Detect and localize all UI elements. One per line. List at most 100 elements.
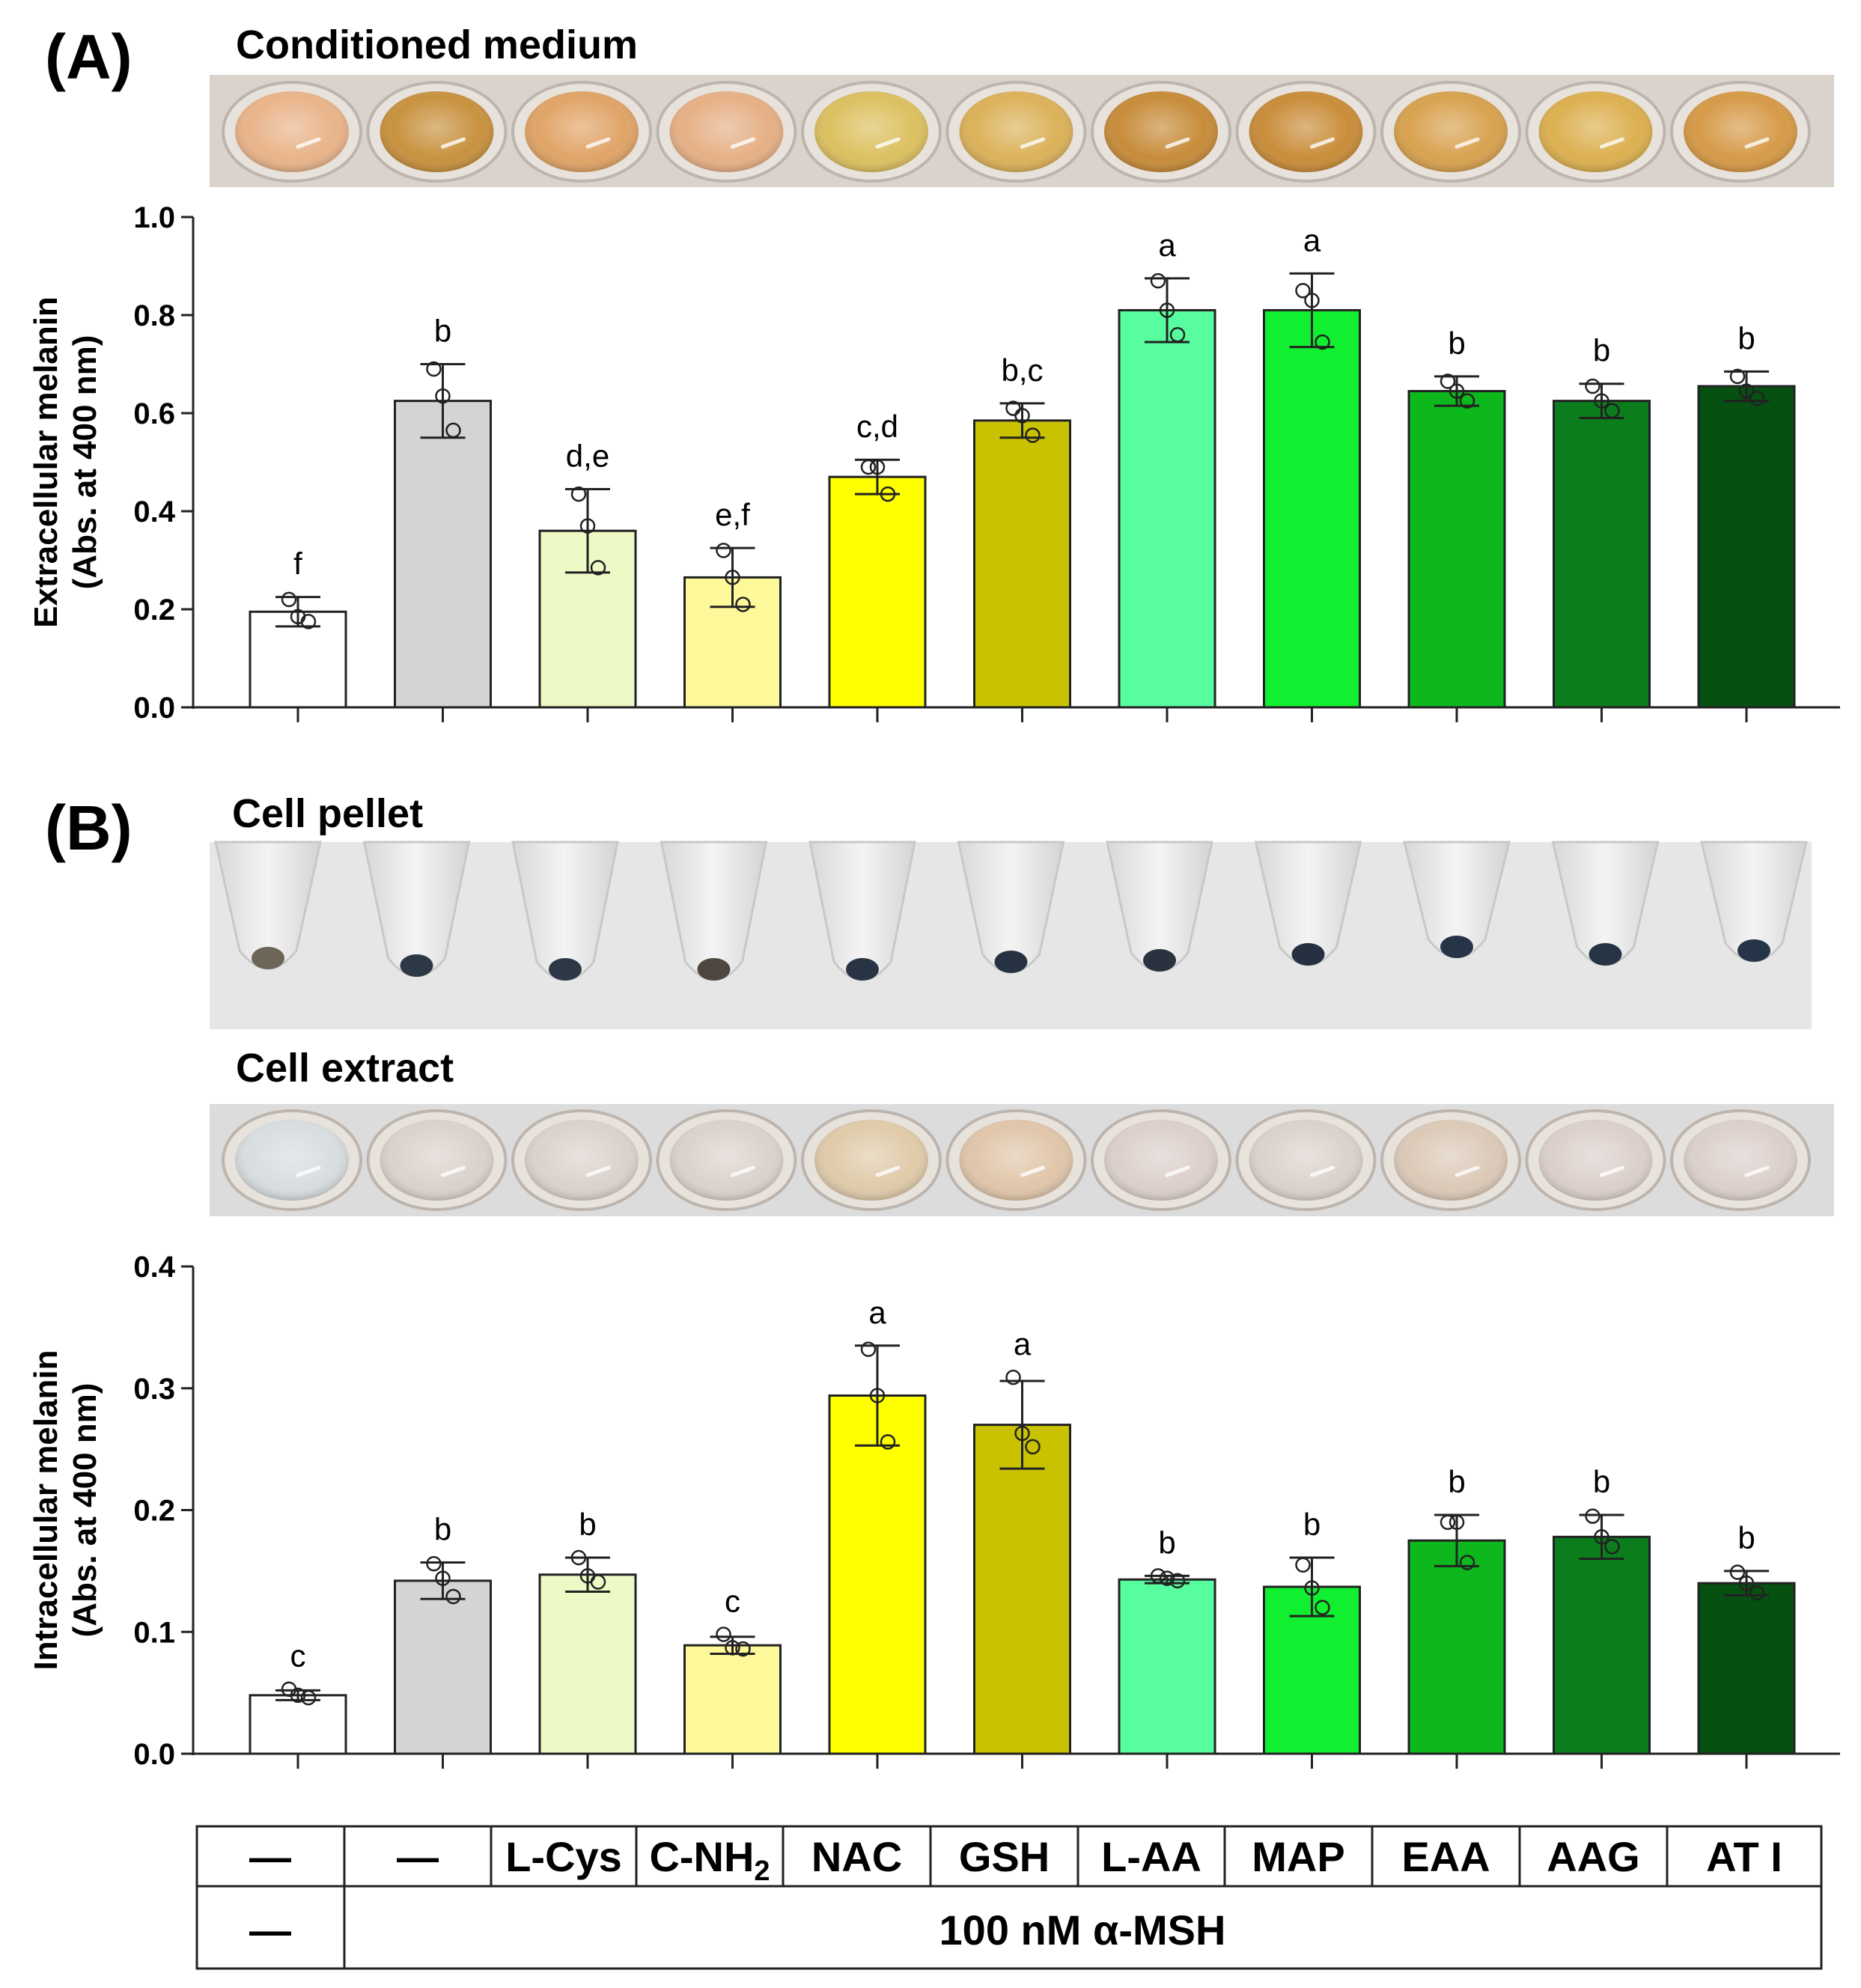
chart-b-bar (1697, 1582, 1796, 1755)
chart-a-bar (973, 419, 1071, 709)
conditioned-medium-well-highlight (875, 137, 901, 149)
cell-pellet (1737, 939, 1770, 962)
chart-a-replicate-point (1729, 368, 1746, 385)
cell-extract-well-shade (1104, 1120, 1218, 1201)
chart-a-ylabel-line2: (Abs. at 400 nm) (67, 335, 103, 590)
chart-a-ytick-label: 0.6 (133, 397, 175, 430)
table-treatment-label: GSH (959, 1833, 1050, 1880)
chart-a-ytick-label: 0.8 (133, 299, 175, 332)
conditioned-medium-well-shade (814, 91, 928, 172)
cell-extract-well-shade (1394, 1120, 1508, 1201)
chart-b-bar (249, 1694, 347, 1755)
chart-b-replicate-point (435, 1570, 451, 1586)
conditioned-medium-well-highlight (441, 137, 466, 149)
chart-b-intracellular-melanin: 0.0 0.1 0.2 0.3 0.4 Intracellular melanin (Abs… (28, 1251, 1840, 1771)
cell-extract-well-highlight (1455, 1165, 1480, 1177)
chart-b-replicate-point (570, 1549, 587, 1566)
chart-a-replicate-point (426, 361, 442, 377)
chart-b-replicate-point (1604, 1539, 1620, 1555)
cell-extract-well-shade (814, 1120, 928, 1201)
chart-a-replicate-point (1005, 400, 1021, 416)
conditioned-medium-well-shade (1684, 91, 1797, 172)
cell-extract-well-shade (669, 1120, 784, 1201)
cell-extract-well-highlight (731, 1165, 755, 1177)
chart-b-significance-label: b (579, 1507, 596, 1542)
chart-b-replicate-point (1738, 1575, 1755, 1591)
cell-pellet (1143, 949, 1176, 972)
chart-b-ytick-label: 0.4 (133, 1251, 175, 1284)
conditioned-medium-well-highlight (1600, 137, 1624, 149)
cell-extract-well-shade (525, 1120, 639, 1201)
chart-a-bar (1407, 390, 1506, 709)
chart-b-bar (1553, 1535, 1651, 1755)
cell-pellet (1589, 943, 1622, 966)
conditioned-medium-well-highlight (1020, 137, 1045, 149)
cell-extract-well-highlight (1600, 1165, 1624, 1177)
chart-b-bar (828, 1394, 927, 1755)
cell-pellet (994, 951, 1028, 973)
chart-b-significance-label: b (434, 1511, 451, 1546)
chart-b-significance-label: b (1737, 1520, 1755, 1555)
chart-a-replicate-point (445, 422, 461, 439)
chart-b-bar (1407, 1539, 1506, 1755)
chart-b-replicate-point (725, 1640, 740, 1656)
cell-extract-well-shade (1684, 1120, 1797, 1201)
chart-a-replicate-point (570, 486, 587, 502)
chart-a-replicate-point (590, 560, 606, 576)
cell-pellet (697, 958, 731, 981)
chart-a-replicate-point (1150, 272, 1166, 289)
chart-a-replicate-point (1169, 326, 1186, 343)
chart-b-replicate-point (445, 1588, 461, 1605)
chart-b-replicate-point (1014, 1425, 1030, 1442)
chart-b-replicate-point (869, 1388, 886, 1403)
conditioned-medium-well-shade (669, 91, 784, 172)
chart-b-significance-label: a (1014, 1326, 1032, 1362)
cell-pellet (400, 954, 433, 977)
chart-a-replicate-point (1295, 283, 1311, 299)
cell-extract-well-highlight (1744, 1165, 1770, 1177)
cell-extract-title: Cell extract (236, 1046, 454, 1091)
chart-a-ytick-label: 0.2 (133, 594, 175, 626)
cell-extract-well-highlight (1165, 1165, 1190, 1177)
chart-b-replicate-point (1150, 1568, 1166, 1584)
chart-b-bar (683, 1644, 782, 1755)
conditioned-medium-well-shade (380, 91, 494, 172)
cell-extract-well-highlight (1020, 1165, 1045, 1177)
chart-a-replicate-point (281, 591, 297, 608)
chart-b-replicate-point (860, 1341, 877, 1357)
chart-a-bar (1553, 400, 1651, 709)
chart-a-replicate-point (435, 388, 451, 404)
chart-b-bar (973, 1424, 1071, 1755)
chart-b-significance-label: b (1593, 1464, 1610, 1499)
cell-extract-well-shade (959, 1120, 1073, 1201)
chart-b-replicate-point (300, 1689, 317, 1706)
chart-b-ylabel-line1: Intracellular melanin (28, 1350, 64, 1671)
chart-a-significance-label: b,c (1001, 353, 1043, 388)
chart-a-replicate-point (1738, 383, 1755, 399)
cell-pellet-photo (210, 841, 1812, 1029)
chart-a-replicate-point (1604, 403, 1620, 418)
panel-a-letter: (A) (45, 22, 133, 92)
chart-b-ytick-label: 0.0 (133, 1738, 175, 1771)
chart-a-bar (1263, 308, 1361, 709)
chart-b-replicate-point (1295, 1557, 1311, 1573)
chart-b-replicate-point (1304, 1580, 1320, 1596)
chart-a-bar (828, 475, 927, 709)
chart-b-significance-label: b (1158, 1525, 1175, 1560)
chart-b-ytick-label: 0.1 (133, 1616, 175, 1649)
chart-b-replicate-point (1315, 1600, 1330, 1615)
chart-b-significance-label: b (1303, 1507, 1321, 1542)
chart-b-ytick-label: 0.3 (133, 1373, 175, 1406)
chart-b-ytick-label: 0.2 (133, 1495, 175, 1528)
cell-extract-well-highlight (875, 1165, 901, 1177)
table-treatment-label: AAG (1547, 1833, 1639, 1880)
conditioned-medium-well-highlight (1310, 137, 1335, 149)
chart-a-bar (1118, 308, 1216, 709)
chart-b-replicate-point (1159, 1570, 1175, 1586)
chart-a-significance-label: a (1303, 222, 1321, 257)
chart-a-significance-label: b (434, 314, 451, 349)
chart-a-replicate-point (735, 597, 751, 612)
conditioned-medium-well-highlight (296, 137, 321, 149)
chart-a-significance-label: e,f (715, 497, 750, 532)
